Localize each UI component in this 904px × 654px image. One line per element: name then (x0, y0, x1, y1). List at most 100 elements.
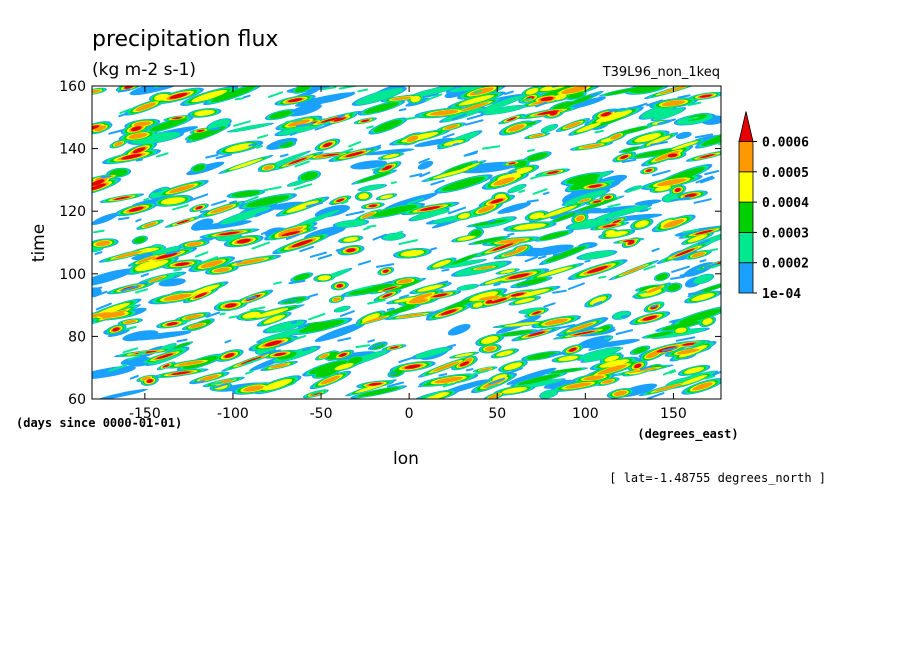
precip-streak (212, 382, 228, 389)
precip-streak (508, 170, 518, 174)
precip-contour (278, 226, 304, 236)
precip-contour (128, 132, 148, 139)
precip-contour (320, 375, 341, 385)
precip-contour (264, 340, 282, 347)
precip-contour (520, 307, 547, 314)
precip-contour (634, 220, 649, 228)
precip-contour (539, 231, 569, 241)
precip-contour (270, 363, 289, 369)
precip-contour (368, 382, 382, 386)
precip-contour (368, 204, 378, 208)
precip-streak (340, 200, 349, 205)
precip-contour (231, 190, 261, 198)
precip-contour (287, 98, 303, 103)
precip-streak (529, 328, 544, 335)
precip-contour (432, 168, 469, 179)
precip-streak (195, 251, 209, 258)
precip-contour (320, 116, 342, 123)
precip-streak (262, 186, 282, 192)
precip-contour (640, 289, 662, 297)
precip-contour (616, 126, 649, 135)
precip-streak (430, 179, 445, 186)
x-tick-label: 100 (572, 406, 599, 422)
y-axis-units: (days since 0000-01-01) (16, 416, 182, 430)
precip-streak (308, 312, 326, 321)
precip-contour (545, 245, 587, 263)
precip-contour (382, 293, 393, 298)
precip-streak (615, 329, 634, 335)
precip-contour (224, 353, 235, 358)
precip-contour (656, 178, 687, 187)
precip-contour (162, 364, 170, 368)
precip-contour (510, 292, 525, 297)
precip-contour (641, 104, 675, 119)
precip-contour (336, 198, 345, 202)
precip-contour (475, 266, 494, 270)
precip-streak (700, 177, 715, 184)
precip-contour (483, 105, 523, 115)
colorbar-legend: 1e-04 0.0002 0.0003 0.0004 0.0005 0.0006 (738, 111, 809, 302)
precip-streak (679, 273, 686, 277)
precip-streak (270, 142, 287, 148)
precip-contour (194, 109, 215, 116)
precip-streak (108, 364, 128, 372)
precip-streak (339, 310, 355, 317)
precip-streak (465, 368, 474, 372)
precip-contour (458, 94, 495, 106)
precip-contour (507, 124, 525, 132)
precip-contour (382, 286, 397, 291)
precip-streak (493, 283, 501, 287)
precip-contour (508, 184, 526, 193)
precip-contour (148, 276, 165, 283)
precip-contour (515, 277, 548, 287)
precip-contour (114, 141, 123, 147)
precip-contour (610, 133, 622, 140)
precip-streak (260, 231, 268, 235)
precip-contour (691, 252, 705, 258)
precip-streak (251, 241, 270, 250)
precip-contour (274, 352, 286, 356)
colorbar-label: 0.0005 (762, 166, 809, 181)
precip-contour (522, 379, 563, 388)
precip-streak (621, 158, 637, 163)
precip-contour (526, 152, 549, 161)
precip-contour (480, 336, 499, 344)
precip-contour (189, 323, 205, 329)
precip-streak (552, 289, 567, 294)
precip-contour (334, 363, 354, 371)
precip-streak (650, 304, 657, 308)
precip-contour (671, 141, 699, 151)
precip-streak (314, 122, 333, 131)
precip-contour (674, 187, 681, 193)
precip-streak (447, 206, 466, 215)
precip-contour (382, 153, 400, 159)
precip-streak (219, 312, 226, 316)
precip-contour (199, 374, 220, 381)
precip-contour (497, 238, 526, 244)
precip-streak (92, 286, 103, 291)
precip-streak (372, 166, 385, 171)
precip-contour (359, 184, 386, 191)
precip-contour (333, 117, 346, 122)
precip-contour (225, 143, 254, 153)
precip-streak (249, 306, 266, 311)
precip-streak (697, 239, 710, 245)
precip-streak (657, 118, 676, 125)
precip-streak (693, 198, 712, 204)
precip-streak (268, 91, 284, 98)
precip-contour (410, 95, 421, 103)
precip-streak (260, 349, 277, 356)
precip-streak (335, 247, 345, 252)
x-tick-label: -150 (129, 406, 161, 422)
precip-streak (337, 114, 345, 118)
precip-contour (229, 123, 271, 132)
precip-contour (454, 353, 474, 358)
precip-contour (572, 198, 618, 213)
precip-streak (244, 195, 259, 203)
precip-contour (194, 220, 252, 231)
precip-contour (480, 95, 524, 112)
precip-contour (702, 318, 713, 326)
precip-contour (549, 111, 558, 116)
precip-contour (191, 89, 228, 103)
